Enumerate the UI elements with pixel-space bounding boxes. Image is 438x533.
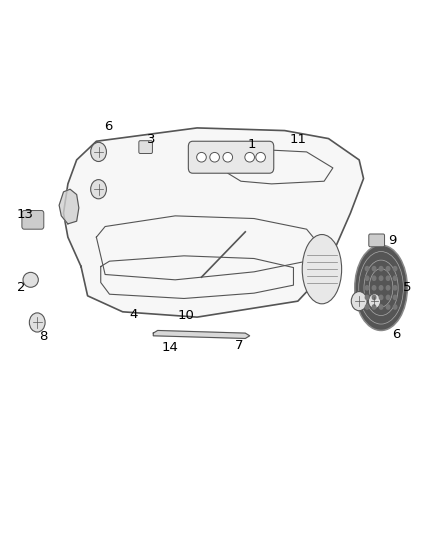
Ellipse shape [223, 152, 233, 162]
Ellipse shape [23, 272, 39, 287]
Circle shape [379, 266, 383, 271]
FancyBboxPatch shape [139, 141, 152, 154]
Circle shape [386, 286, 390, 290]
Ellipse shape [245, 152, 254, 162]
Text: 14: 14 [162, 341, 178, 354]
Circle shape [368, 294, 381, 309]
Text: 11: 11 [290, 133, 306, 146]
Circle shape [29, 313, 45, 332]
Text: 6: 6 [392, 328, 401, 341]
Circle shape [372, 276, 376, 280]
Circle shape [393, 286, 397, 290]
Text: 8: 8 [39, 330, 47, 343]
Ellipse shape [355, 245, 407, 330]
Ellipse shape [197, 152, 206, 162]
Text: 5: 5 [403, 281, 412, 294]
Circle shape [393, 276, 397, 280]
Circle shape [386, 305, 390, 309]
Ellipse shape [302, 235, 342, 304]
Circle shape [372, 305, 376, 309]
FancyBboxPatch shape [369, 234, 385, 247]
Circle shape [393, 295, 397, 300]
Circle shape [379, 305, 383, 309]
Circle shape [365, 266, 369, 271]
Circle shape [386, 295, 390, 300]
Ellipse shape [256, 152, 265, 162]
Circle shape [91, 180, 106, 199]
Circle shape [365, 286, 369, 290]
Circle shape [365, 276, 369, 280]
Circle shape [379, 286, 383, 290]
Ellipse shape [210, 152, 219, 162]
Circle shape [372, 295, 376, 300]
Circle shape [379, 276, 383, 280]
Circle shape [365, 305, 369, 309]
Text: 13: 13 [17, 208, 34, 221]
FancyBboxPatch shape [22, 211, 44, 229]
Text: 2: 2 [17, 281, 25, 294]
Text: 6: 6 [104, 120, 113, 133]
Circle shape [393, 305, 397, 309]
Text: 4: 4 [129, 308, 138, 321]
Circle shape [351, 292, 367, 311]
Circle shape [393, 266, 397, 271]
Polygon shape [64, 128, 364, 317]
FancyBboxPatch shape [188, 141, 274, 173]
Circle shape [365, 295, 369, 300]
Circle shape [386, 266, 390, 271]
Text: 9: 9 [388, 235, 396, 247]
Circle shape [386, 276, 390, 280]
Text: 10: 10 [178, 309, 194, 322]
Circle shape [372, 286, 376, 290]
Text: 1: 1 [247, 139, 256, 151]
Text: 7: 7 [234, 339, 243, 352]
Text: 3: 3 [147, 133, 155, 146]
Circle shape [372, 266, 376, 271]
Polygon shape [59, 189, 79, 224]
Circle shape [91, 142, 106, 161]
Circle shape [379, 295, 383, 300]
Polygon shape [153, 330, 250, 338]
